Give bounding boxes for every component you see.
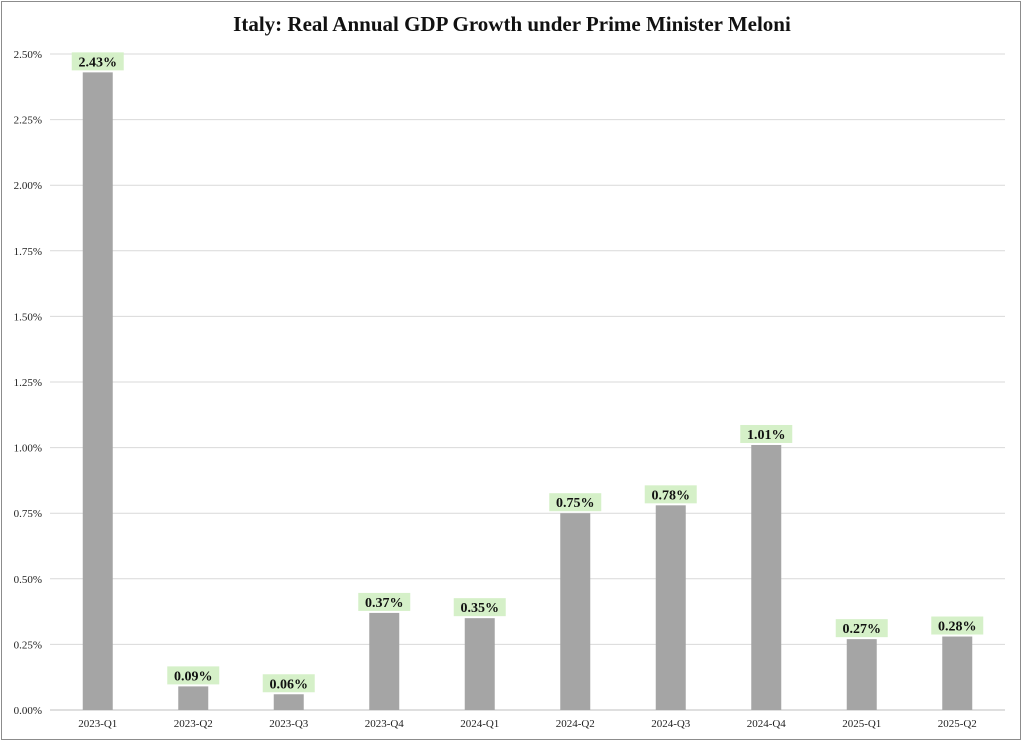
y-tick-label: 0.50% [14, 574, 42, 586]
bars [82, 72, 973, 711]
x-tick-label: 2024-Q1 [460, 718, 499, 730]
y-tick-label: 0.00% [14, 705, 42, 717]
data-label-text: 0.27% [843, 622, 882, 637]
data-label: 0.37% [358, 592, 411, 611]
x-tick-label: 2024-Q3 [651, 718, 691, 730]
data-label: 2.43% [71, 52, 124, 71]
y-tick-label: 1.00% [14, 443, 42, 455]
x-tick-label: 2024-Q4 [747, 718, 787, 730]
x-tick-label: 2023-Q1 [78, 718, 117, 730]
data-label-background [931, 616, 984, 635]
data-label-text: 0.06% [270, 677, 309, 692]
data-label-background [453, 598, 506, 617]
bar-2023-Q2 [178, 686, 209, 710]
gridlines [50, 53, 1005, 711]
data-label-background [644, 485, 697, 504]
y-tick-label: 0.25% [14, 639, 42, 651]
data-label-background [262, 674, 315, 693]
data-label: 0.75% [549, 493, 602, 512]
data-label-text: 0.78% [652, 488, 691, 503]
data-labels: 2.43% 0.09% 0.06% 0.37% 0.35% 0.75% 0.78% 1.01%… [71, 52, 984, 693]
data-label-text: 0.09% [174, 669, 213, 684]
data-label-background [835, 619, 888, 638]
bar-2025-Q1 [846, 639, 877, 710]
data-label-background [71, 52, 124, 71]
x-axis-ticks: 2023-Q1 2023-Q2 2023-Q3 2023-Q4 2024-Q1 2024-… [78, 718, 977, 730]
data-label: 0.78% [644, 485, 697, 504]
data-label-text: 2.43% [79, 55, 118, 70]
x-tick-label: 2023-Q3 [269, 718, 309, 730]
chart-title: Italy: Real Annual GDP Growth under Prim… [233, 12, 791, 36]
data-label: 0.27% [835, 619, 888, 638]
data-label-text: 0.75% [556, 496, 595, 511]
data-label-text: 0.28% [938, 620, 977, 635]
y-tick-label: 0.75% [14, 508, 42, 520]
data-label-background [167, 666, 220, 685]
y-tick-label: 2.00% [14, 180, 42, 192]
y-tick-label: 1.50% [14, 311, 42, 323]
data-label: 1.01% [740, 424, 793, 443]
y-tick-label: 2.25% [14, 115, 42, 127]
y-tick-label: 1.75% [14, 246, 42, 258]
data-label-background [740, 424, 793, 443]
y-tick-label: 2.50% [14, 49, 42, 61]
data-label: 0.09% [167, 666, 220, 685]
bar-2024-Q1 [464, 618, 495, 710]
x-tick-label: 2023-Q2 [174, 718, 213, 730]
data-label: 0.35% [453, 598, 506, 617]
bar-2023-Q1 [82, 72, 113, 711]
bar-2024-Q2 [560, 513, 591, 710]
data-label-text: 0.35% [461, 601, 500, 616]
data-label-background [358, 592, 411, 611]
x-tick-label: 2025-Q1 [842, 718, 881, 730]
y-axis-ticks: 0.00% 0.25% 0.50% 0.75% 1.00% 1.25% 1.50% 1.75%… [14, 49, 42, 717]
x-tick-label: 2025-Q2 [938, 718, 977, 730]
data-label-text: 1.01% [747, 428, 786, 443]
y-tick-label: 1.25% [14, 377, 42, 389]
data-label-background [549, 493, 602, 512]
x-tick-label: 2024-Q2 [556, 718, 595, 730]
bar-2025-Q2 [942, 636, 973, 710]
data-label: 0.28% [931, 616, 984, 635]
x-tick-label: 2023-Q4 [365, 718, 405, 730]
bar-2023-Q3 [273, 694, 304, 710]
data-label-text: 0.37% [365, 596, 404, 611]
bar-2024-Q3 [655, 505, 686, 710]
data-label: 0.06% [262, 674, 315, 693]
bar-2024-Q4 [751, 444, 782, 710]
bar-2023-Q4 [369, 612, 400, 710]
